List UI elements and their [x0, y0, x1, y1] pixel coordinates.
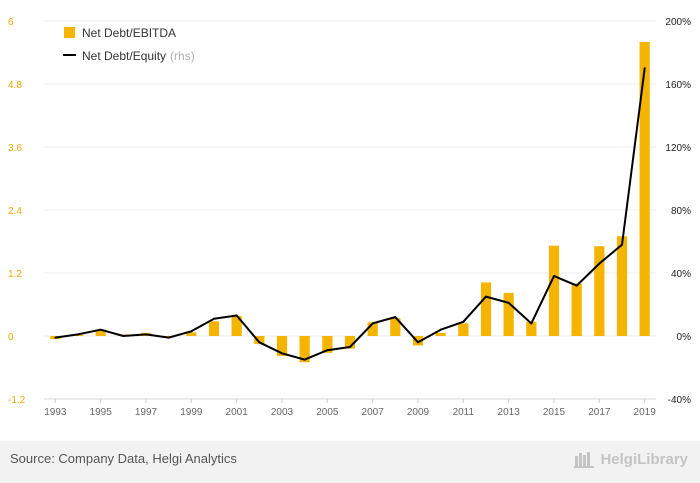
line-point: [439, 328, 442, 331]
line-point: [643, 67, 646, 70]
line-point: [303, 358, 306, 361]
y-left-tick-label: 0: [8, 332, 14, 343]
legend[interactable]: Net Debt/EBITDA Net Debt/Equity (rhs): [63, 26, 195, 63]
x-tick-label: 2005: [316, 407, 339, 418]
bar[interactable]: [639, 42, 650, 336]
line-point: [122, 335, 125, 337]
bar[interactable]: [480, 282, 492, 336]
bar[interactable]: [208, 321, 220, 336]
y-right-tick-label: -40%: [668, 395, 691, 406]
bar[interactable]: [344, 336, 356, 349]
y-right-tick-label: 40%: [671, 269, 691, 280]
bar[interactable]: [254, 336, 265, 344]
line-point: [553, 275, 555, 278]
line-point: [394, 316, 397, 319]
line-point: [77, 333, 79, 336]
source-note: Source: Company Data, Helgi Analytics: [10, 451, 237, 466]
y-right-tick-label: 200%: [665, 17, 691, 28]
line-point: [371, 322, 374, 325]
line-point: [598, 262, 601, 265]
x-tick-label: 2019: [634, 407, 657, 418]
y-left-tick-label: 2.4: [8, 206, 22, 217]
line-point: [530, 322, 533, 325]
legend-bar-swatch: [64, 27, 75, 38]
bar[interactable]: [231, 316, 242, 336]
bar[interactable]: [367, 322, 378, 336]
brand-name: HelgiLibrary: [600, 450, 688, 468]
axes: -1.2 -40% 0 0% 1.2 40% 2.4 80% 3.6 120% 4.8 160% 6 20…: [8, 17, 691, 418]
legend-line-suffix: (rhs): [170, 49, 195, 63]
y-left-tick-label: 4.8: [8, 80, 22, 91]
y-left-tick-label: 6: [8, 17, 14, 28]
bar[interactable]: [186, 332, 197, 336]
legend-bar-label: Net Debt/EBITDA: [82, 26, 176, 40]
y-right-tick-label: 160%: [665, 80, 691, 91]
x-tick-label: 2017: [588, 407, 611, 418]
x-tick-label: 1999: [180, 407, 203, 418]
line-point: [417, 341, 419, 344]
line-point: [507, 301, 510, 304]
y-left-tick-label: 1.2: [8, 269, 22, 280]
bar[interactable]: [616, 236, 628, 336]
x-tick-label: 2015: [543, 407, 566, 418]
line-point: [281, 352, 283, 355]
x-tick-label: 2007: [362, 407, 385, 418]
x-tick-label: 2011: [453, 407, 475, 418]
line-point: [167, 336, 170, 339]
bar[interactable]: [299, 336, 310, 363]
x-tick-label: 1993: [44, 407, 67, 418]
chart: -1.2 -40% 0 0% 1.2 40% 2.4 80% 3.6 120% 4.8 160% 6 20…: [8, 17, 691, 418]
x-tick-label: 2003: [271, 407, 294, 418]
y-left-tick-label: 3.6: [8, 143, 22, 154]
line-point: [621, 243, 623, 246]
line-point: [145, 333, 147, 336]
library-icon: [574, 452, 595, 468]
line-point: [213, 317, 215, 320]
bar[interactable]: [526, 321, 537, 336]
y-right-tick-label: 120%: [665, 143, 691, 154]
line-point: [235, 314, 238, 317]
line-point: [190, 330, 193, 333]
line-point: [575, 284, 578, 287]
bar[interactable]: [322, 336, 333, 353]
legend-line-name: Net Debt/Equity: [82, 49, 166, 63]
line-point: [326, 349, 329, 352]
bar[interactable]: [95, 329, 106, 336]
bar[interactable]: [548, 245, 560, 336]
legend-line-label: Net Debt/Equity (rhs): [82, 49, 195, 63]
x-tick-label: 1997: [135, 407, 158, 418]
bar[interactable]: [571, 283, 582, 337]
x-tick-label: 2013: [498, 407, 521, 418]
bar[interactable]: [435, 332, 446, 336]
line-point: [485, 295, 487, 298]
bar[interactable]: [276, 336, 288, 356]
bar-series: [50, 42, 650, 363]
line-point: [54, 336, 57, 339]
line-series: [54, 67, 646, 361]
y-left-tick-label: -1.2: [8, 395, 26, 406]
bar[interactable]: [72, 334, 84, 336]
line-point: [462, 320, 465, 323]
x-tick-label: 1995: [90, 407, 113, 418]
x-tick-label: 2009: [407, 407, 430, 418]
y-right-tick-label: 80%: [671, 206, 691, 217]
line-point: [99, 328, 102, 331]
bar[interactable]: [594, 246, 605, 336]
line-point: [258, 341, 261, 344]
footer: Source: Company Data, Helgi Analytics He…: [0, 441, 700, 483]
bar[interactable]: [390, 318, 401, 336]
brand-logo: HelgiLibrary: [574, 450, 688, 468]
bar[interactable]: [412, 336, 424, 346]
x-tick-label: 2001: [226, 407, 249, 418]
bar[interactable]: [503, 292, 514, 336]
bar[interactable]: [458, 323, 469, 336]
y-right-tick-label: 0%: [677, 332, 692, 343]
line-point: [349, 346, 351, 349]
